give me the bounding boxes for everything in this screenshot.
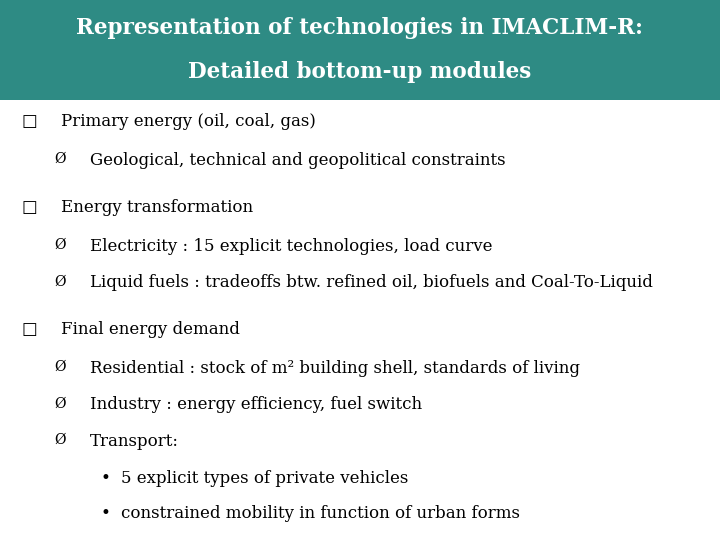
Text: Ø: Ø bbox=[54, 238, 66, 252]
Text: □: □ bbox=[22, 113, 37, 130]
Text: Residential : stock of m² building shell, standards of living: Residential : stock of m² building shell… bbox=[90, 360, 580, 376]
Text: Primary energy (oil, coal, gas): Primary energy (oil, coal, gas) bbox=[61, 113, 316, 130]
Text: constrained mobility in function of urban forms: constrained mobility in function of urba… bbox=[121, 505, 520, 522]
Text: Ø: Ø bbox=[54, 360, 66, 374]
Text: Ø: Ø bbox=[54, 433, 66, 447]
Text: Final energy demand: Final energy demand bbox=[61, 321, 240, 338]
Text: Ø: Ø bbox=[54, 396, 66, 410]
Text: Ø: Ø bbox=[54, 274, 66, 288]
Text: Ø: Ø bbox=[54, 152, 66, 166]
Text: Electricity : 15 explicit technologies, load curve: Electricity : 15 explicit technologies, … bbox=[90, 238, 492, 254]
Text: □: □ bbox=[22, 321, 37, 338]
Text: •: • bbox=[101, 470, 111, 487]
Bar bbox=[0, 0, 720, 100]
Text: Liquid fuels : tradeoffs btw. refined oil, biofuels and Coal-To-Liquid: Liquid fuels : tradeoffs btw. refined oi… bbox=[90, 274, 653, 291]
Text: Transport:: Transport: bbox=[90, 433, 179, 450]
Text: Industry : energy efficiency, fuel switch: Industry : energy efficiency, fuel switc… bbox=[90, 396, 422, 413]
Text: Representation of technologies in IMACLIM-R:: Representation of technologies in IMACLI… bbox=[76, 17, 644, 39]
Text: Detailed bottom-up modules: Detailed bottom-up modules bbox=[189, 61, 531, 83]
Text: •: • bbox=[101, 505, 111, 522]
Text: □: □ bbox=[22, 199, 37, 215]
Text: Energy transformation: Energy transformation bbox=[61, 199, 253, 215]
Text: 5 explicit types of private vehicles: 5 explicit types of private vehicles bbox=[121, 470, 408, 487]
Text: Geological, technical and geopolitical constraints: Geological, technical and geopolitical c… bbox=[90, 152, 505, 169]
